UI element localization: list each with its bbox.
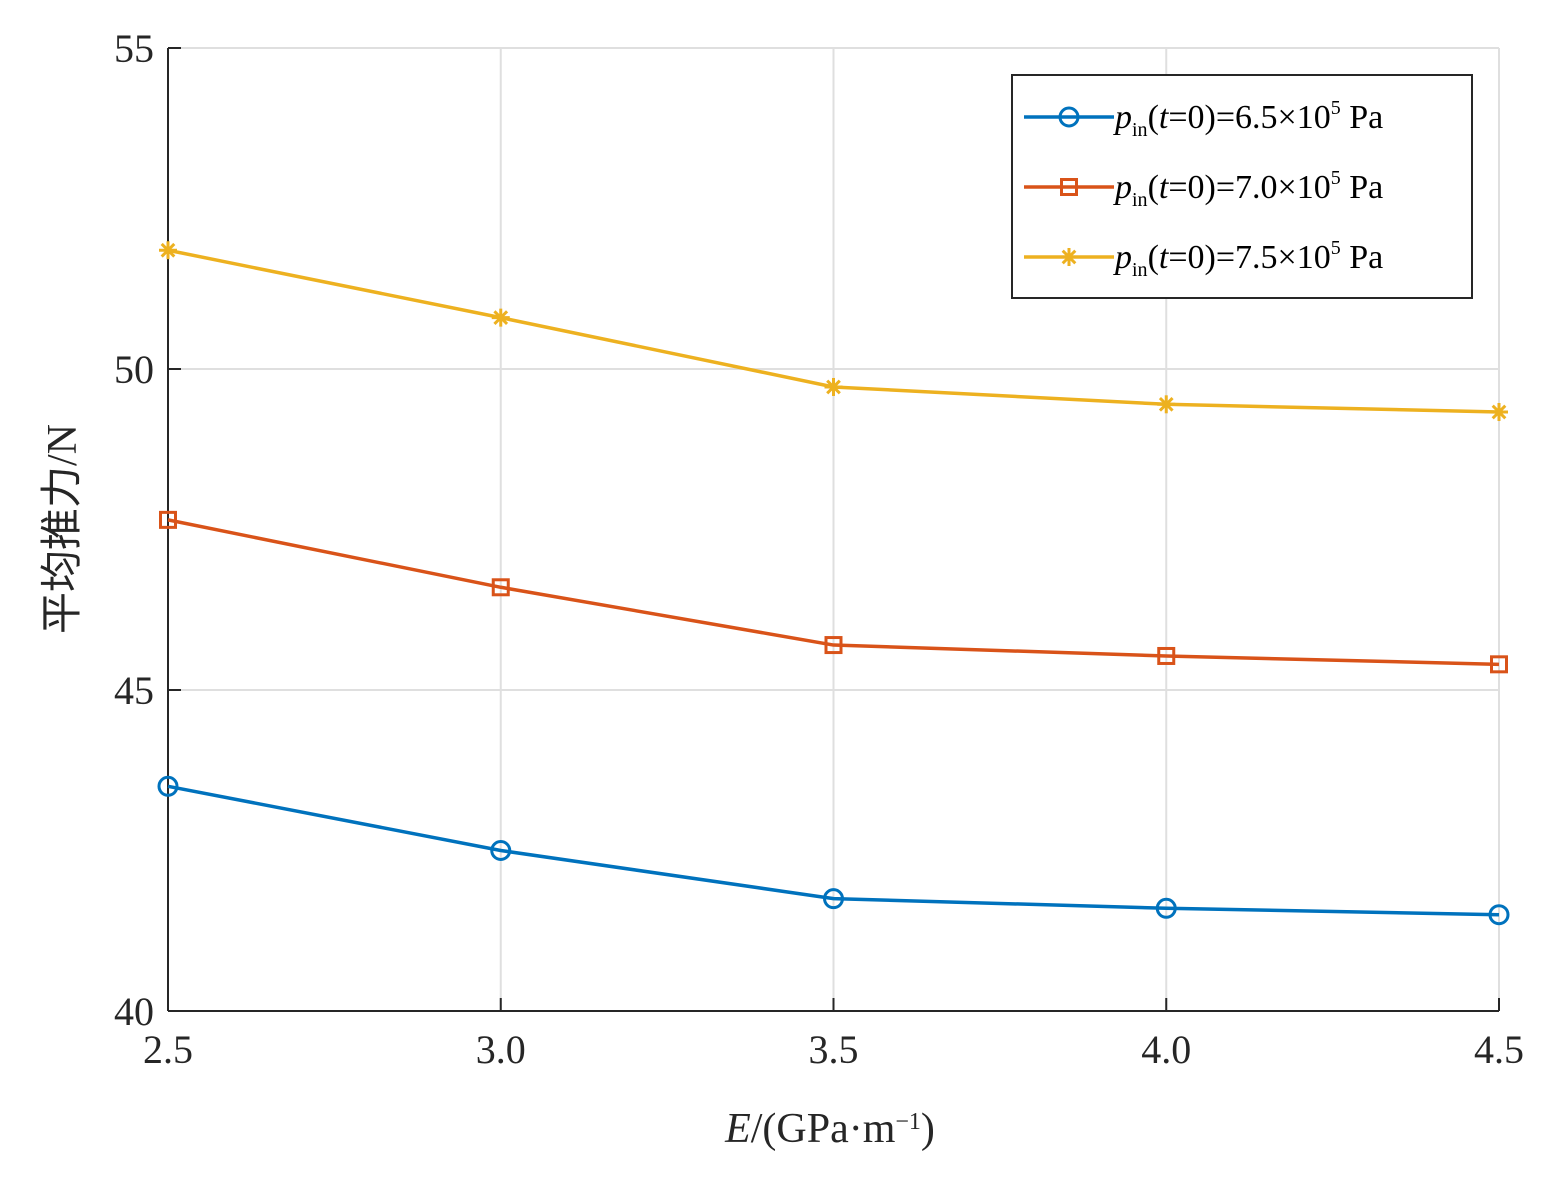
asterisk-stroke	[1491, 404, 1507, 420]
y-tick-label: 50	[114, 347, 154, 392]
legend: pin(t=0)=6.5×105 Pa pin(t=0)=7.0×105 Pa pi…	[1011, 74, 1473, 299]
data-point-series-3	[1157, 395, 1176, 414]
legend-marker	[1060, 248, 1078, 266]
asterisk-stroke	[1061, 249, 1077, 265]
y-axis-title: 平均推力/N	[40, 424, 86, 634]
legend-marker	[1058, 106, 1080, 128]
series-line-1	[167, 784, 1500, 917]
x-tick-label: 3.5	[809, 1027, 859, 1072]
y-axis-ticks: 40 45 50 55	[114, 26, 181, 1034]
data-point-series-2	[824, 636, 843, 655]
legend-marker	[1060, 178, 1078, 196]
data-point-series-3	[159, 241, 177, 260]
x-axis-title: E/(GPa·m−1)	[724, 1106, 935, 1152]
asterisk-stroke	[160, 242, 176, 258]
data-point-series-3	[491, 308, 510, 327]
data-point-series-1	[823, 888, 844, 910]
asterisk-stroke	[493, 310, 509, 326]
data-point-series-2	[491, 578, 510, 597]
data-point-series-1	[1488, 904, 1510, 926]
legend-item-2: pin(t=0)=7.0×105 Pa	[1024, 167, 1383, 211]
legend-item-3: pin(t=0)=7.5×105 Pa	[1024, 237, 1383, 281]
data-point-series-1	[490, 840, 512, 861]
data-point-series-1	[1155, 897, 1177, 919]
x-tick-label: 4.5	[1474, 1027, 1524, 1072]
asterisk-stroke	[1158, 396, 1174, 412]
x-tick-label: 3.0	[476, 1027, 526, 1072]
series-group	[157, 241, 1510, 926]
series-line-2	[167, 518, 1500, 667]
data-point-series-2	[159, 510, 177, 529]
legend-label: pin(t=0)=7.0×105 Pa	[1113, 167, 1383, 211]
data-point-series-2	[1157, 646, 1176, 665]
legend-label: pin(t=0)=7.5×105 Pa	[1113, 237, 1383, 281]
data-point-series-3	[824, 377, 843, 396]
asterisk-stroke	[826, 379, 841, 395]
x-tick-label: 4.0	[1141, 1027, 1191, 1072]
data-point-series-3	[1490, 403, 1508, 422]
x-axis-ticks: 2.5 3.0 3.5 4.0 4.5	[143, 998, 1524, 1072]
legend-label: pin(t=0)=6.5×105 Pa	[1113, 97, 1383, 141]
x-tick-label: 2.5	[143, 1027, 193, 1072]
y-tick-label: 45	[114, 668, 154, 713]
data-point-series-2	[1490, 655, 1508, 674]
y-tick-label: 55	[114, 26, 154, 71]
legend-item-1: pin(t=0)=6.5×105 Pa	[1024, 97, 1383, 141]
data-point-series-1	[157, 775, 179, 797]
y-tick-label: 40	[114, 989, 154, 1034]
